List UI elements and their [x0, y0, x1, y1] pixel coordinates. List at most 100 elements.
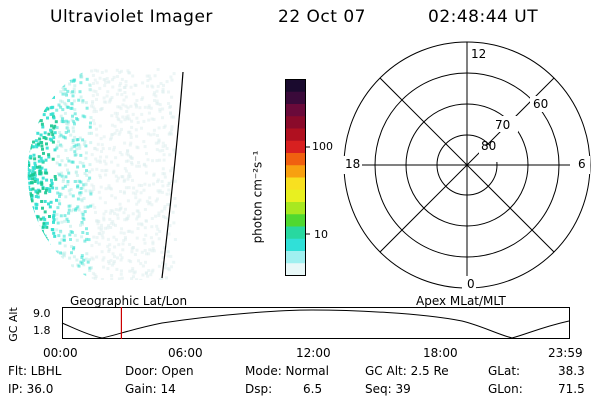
emission-pixel [33, 176, 37, 180]
emission-pixel [127, 174, 131, 178]
emission-pixel [130, 230, 134, 234]
emission-pixel [81, 213, 85, 216]
emission-pixel [40, 230, 44, 233]
emission-pixel [106, 237, 110, 241]
emission-pixel [94, 275, 98, 279]
emission-pixel [163, 205, 167, 209]
emission-pixel [77, 98, 81, 102]
emission-pixel [25, 77, 28, 80]
emission-pixel [169, 111, 172, 115]
emission-pixel [85, 173, 89, 177]
emission-pixel [37, 142, 41, 146]
emission-pixel [30, 237, 33, 241]
info-ip: IP: 36.0 [8, 382, 54, 396]
emission-pixel [80, 211, 84, 215]
emission-pixel [127, 259, 131, 263]
emission-pixel [141, 273, 145, 277]
emission-pixel [123, 178, 127, 182]
emission-pixel [29, 82, 33, 86]
emission-pixel [110, 123, 114, 127]
emission-pixel [116, 163, 120, 167]
emission-pixel [170, 265, 173, 269]
emission-pixel [68, 82, 72, 86]
emission-pixel [168, 224, 172, 228]
emission-pixel [27, 201, 31, 205]
emission-pixel [91, 105, 95, 109]
emission-pixel [86, 205, 90, 209]
emission-pixel [25, 257, 28, 260]
emission-pixel [159, 82, 163, 85]
emission-pixel [27, 139, 30, 143]
emission-pixel [66, 168, 69, 172]
emission-pixel [66, 180, 70, 183]
emission-pixel [147, 118, 151, 122]
emission-pixel [161, 141, 165, 145]
emission-pixel [155, 224, 159, 228]
emission-pixel [110, 114, 114, 118]
emission-pixel [59, 90, 63, 94]
emission-pixel [53, 148, 57, 152]
emission-pixel [27, 122, 30, 126]
emission-pixel [169, 75, 173, 79]
emission-pixel [103, 84, 107, 88]
emission-pixel [145, 74, 149, 78]
colorbar-tick-100: 100 [312, 140, 333, 153]
emission-pixel [40, 240, 44, 244]
emission-pixel [124, 80, 128, 83]
emission-pixel [59, 251, 62, 255]
emission-pixel [155, 148, 159, 152]
emission-pixel [73, 135, 77, 139]
emission-pixel [47, 273, 51, 277]
emission-pixel [28, 208, 32, 212]
emission-pixel [67, 189, 71, 193]
orbit-altitude-timeline [61, 307, 570, 339]
emission-pixel [35, 203, 39, 207]
emission-pixel [160, 277, 164, 280]
emission-pixel [115, 128, 119, 132]
emission-pixel [120, 153, 124, 157]
emission-pixel [39, 156, 43, 160]
emission-pixel [39, 241, 43, 245]
emission-pixel [169, 169, 173, 173]
emission-pixel [146, 158, 150, 162]
emission-pixel [41, 206, 44, 210]
emission-pixel [24, 261, 27, 264]
emission-pixel [32, 153, 36, 157]
emission-pixel [24, 276, 27, 279]
emission-pixel [82, 258, 86, 262]
emission-pixel [157, 190, 161, 194]
emission-pixel [52, 231, 56, 235]
emission-pixel [161, 116, 164, 120]
emission-pixel [24, 260, 27, 263]
emission-pixel [40, 93, 44, 97]
emission-pixel [49, 106, 53, 110]
emission-pixel [41, 97, 45, 101]
info-mode: Mode: Normal [245, 364, 329, 378]
emission-pixel [163, 266, 167, 270]
emission-pixel [133, 270, 137, 274]
emission-pixel [43, 240, 47, 244]
emission-pixel [60, 255, 64, 259]
emission-pixel [127, 186, 131, 190]
emission-pixel [48, 88, 51, 92]
emission-pixel [27, 87, 31, 91]
emission-pixel [43, 108, 47, 112]
emission-pixel [113, 111, 117, 115]
emission-pixel [83, 210, 87, 214]
emission-pixel [137, 222, 141, 226]
emission-pixel [140, 184, 144, 187]
emission-pixel [34, 139, 38, 143]
emission-pixel [45, 142, 48, 146]
emission-pixel [43, 210, 47, 214]
emission-pixel [71, 90, 75, 94]
emission-pixel [41, 225, 45, 229]
emission-pixel [118, 151, 122, 154]
emission-pixel [134, 105, 138, 109]
emission-pixel [151, 159, 154, 163]
emission-pixel [89, 121, 92, 125]
emission-pixel [146, 132, 150, 136]
emission-pixel [140, 126, 143, 130]
emission-pixel [75, 238, 79, 242]
emission-pixel [33, 260, 36, 264]
emission-pixel [126, 106, 130, 110]
